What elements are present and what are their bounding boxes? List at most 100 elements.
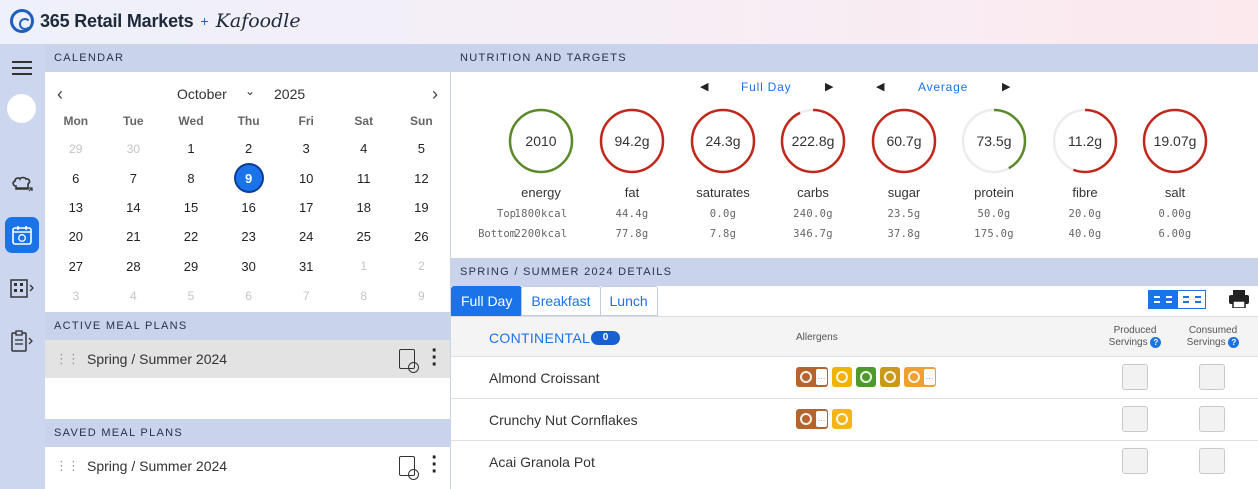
calendar-day[interactable]: 19 [393,193,451,222]
tab-breakfast[interactable]: Breakfast [521,286,601,316]
nutrient-ring: 19.07g [1142,108,1208,174]
calendar-day[interactable]: 22 [162,222,220,251]
calendar-day[interactable]: 24 [277,222,335,251]
calendar-day[interactable]: 20 [47,222,105,251]
day-number: 4 [130,288,137,303]
month-chevron-down-icon[interactable]: ⌄ [245,84,256,98]
calendar-day[interactable]: 3 [277,134,335,163]
saved-plan-item[interactable]: ⋮⋮ Spring / Summer 2024 · · · [45,447,450,485]
calendar-day[interactable]: 23 [220,222,278,251]
calendar-day[interactable]: 18 [335,193,393,222]
calendar-day[interactable]: 1 [162,134,220,163]
day-number: 3 [72,288,80,303]
weekday-label: Wed [178,114,204,128]
period-toggle[interactable]: Full Day [741,80,792,94]
produced-servings-input[interactable] [1122,364,1148,390]
day-number: 1 [360,259,368,274]
weekday-label: Fri [298,114,314,128]
tab-full-day[interactable]: Full Day [451,286,523,316]
help-icon[interactable]: ? [1228,337,1240,348]
table-row[interactable]: Crunchy Nut Cornflakes… [451,398,1258,440]
clipboard-icon[interactable] [6,325,38,357]
produced-servings-input[interactable] [1122,406,1148,432]
calendar-day[interactable]: 2 [220,134,278,163]
table-row[interactable]: Almond Croissant…… [451,356,1258,398]
calendar-day[interactable]: 7 [105,163,163,192]
gluten-allergen-icon: … [796,409,828,429]
help-icon[interactable]: ? [1150,337,1162,348]
day-number: 24 [298,229,314,245]
mode-next-icon[interactable]: ▶ [1002,81,1011,93]
mode-prev-icon[interactable]: ◀ [876,81,885,93]
consumed-servings-input[interactable] [1199,364,1225,390]
active-plan-item[interactable]: ⋮⋮ Spring / Summer 2024 · · · [45,340,450,378]
calendar-day[interactable]: 14 [105,193,163,222]
calendar-day[interactable]: 5 [393,134,451,163]
calendar-day[interactable]: 13 [47,193,105,222]
calendar-day: 30 [105,134,163,163]
day-number: 12 [414,170,429,186]
next-month-chevron-icon[interactable]: › [432,84,438,104]
produced-servings-input[interactable] [1122,448,1148,474]
nutrient-top-target: 23.5g [887,208,921,220]
table-row[interactable]: Acai Granola Pot [451,440,1258,482]
day-number: 6 [72,170,80,186]
calendar-day[interactable]: 15 [162,193,220,222]
kebab-menu-icon[interactable]: · · · [431,447,438,483]
building-icon[interactable] [6,272,38,304]
calendar-day[interactable]: 25 [335,222,393,251]
calendar-day[interactable]: 29 [162,252,220,281]
tab-lunch[interactable]: Lunch [599,286,658,316]
day-number: 1 [187,141,195,157]
day-number: 18 [356,199,371,215]
consumed-servings-input[interactable] [1199,406,1225,432]
calendar-day-selected[interactable]: 9 [220,163,278,192]
day-number: 28 [126,258,141,274]
calendar-day[interactable]: 21 [105,222,163,251]
period-prev-icon[interactable]: ◀ [700,81,709,93]
drag-handle-icon[interactable]: ⋮⋮ [55,458,80,473]
nutrition-header: NUTRITION AND TARGETS [451,44,1258,72]
calendar-day[interactable]: 12 [393,163,451,192]
view-document-icon[interactable] [399,349,419,373]
print-icon[interactable] [1228,290,1250,309]
calendar-day[interactable]: 8 [162,163,220,192]
active-meal-plans-panel: ACTIVE MEAL PLANS ⋮⋮ Spring / Summer 202… [45,312,450,419]
calendar-icon[interactable] [5,217,39,253]
consumed-servings-input[interactable] [1199,448,1225,474]
day-number: 16 [241,199,256,215]
month-select[interactable]: October [177,86,227,102]
day-number: 5 [187,288,195,303]
calendar-day[interactable]: 16 [220,193,278,222]
list-view-icon[interactable] [1177,290,1206,309]
nutrient-bottom-target: 37.8g [887,228,921,240]
calendar-day[interactable]: 17 [277,193,335,222]
kebab-menu-icon[interactable]: · · · [431,340,438,376]
avatar[interactable] [7,94,36,123]
calendar-day[interactable]: 4 [335,134,393,163]
calendar-day[interactable]: 28 [105,252,163,281]
day-number: 31 [298,258,314,274]
day-number: 14 [126,199,141,215]
calendar-day[interactable]: 6 [47,163,105,192]
calendar-day[interactable]: 27 [47,252,105,281]
year-label[interactable]: 2025 [274,86,306,102]
chef-hat-icon[interactable] [6,168,38,200]
view-document-icon[interactable] [399,456,419,480]
compact-view-icon[interactable] [1148,290,1177,309]
calendar-day[interactable]: 10 [277,163,335,192]
calendar-day[interactable]: 11 [335,163,393,192]
calendar-day[interactable]: 31 [277,252,335,281]
period-next-icon[interactable]: ▶ [825,81,834,93]
nutrient-top-target: 1800kcal [514,208,568,220]
prev-month-chevron-icon[interactable]: ‹ [57,84,63,104]
nutrient-name: fibre [1072,185,1098,200]
mode-toggle[interactable]: Average [918,80,969,94]
calendar-day[interactable]: 26 [393,222,451,251]
menu-icon[interactable] [6,52,38,84]
brand-logo[interactable]: 365 Retail Markets + Kafoodle [10,7,301,35]
drag-handle-icon[interactable]: ⋮⋮ [55,351,80,366]
category-name[interactable]: CONTINENTAL [489,330,591,346]
nutrient-value: 19.07g [1153,133,1197,149]
calendar-day[interactable]: 30 [220,252,278,281]
